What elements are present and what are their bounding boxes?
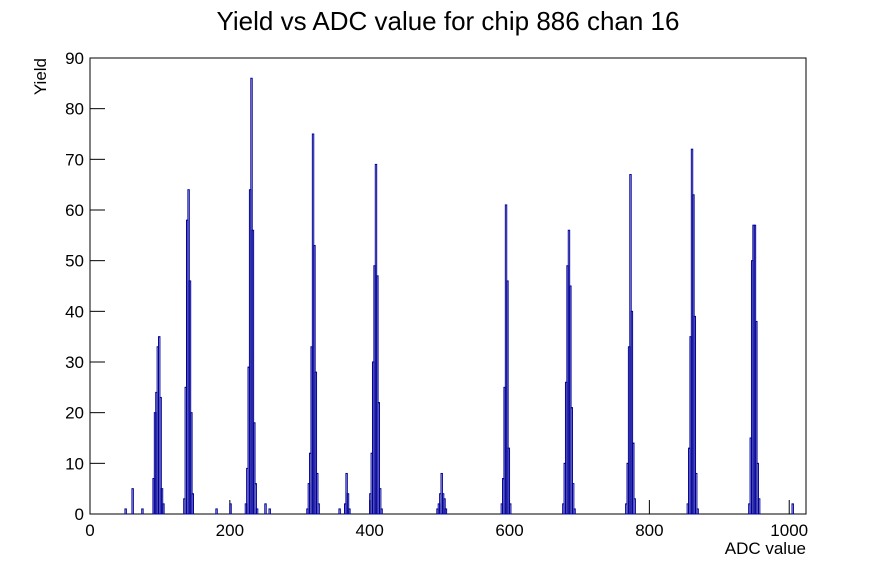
x-tick-label: 600: [495, 521, 523, 540]
histogram-bin: [188, 280, 192, 515]
histogram-bin: [377, 402, 380, 515]
histogram-bin: [696, 508, 699, 515]
histogram-bin: [253, 422, 256, 515]
histogram-bin: [314, 371, 318, 515]
y-tick-label: 0: [75, 505, 84, 524]
histogram-bin: [632, 442, 635, 515]
histogram-bin: [630, 310, 634, 515]
histogram-bin: [141, 508, 144, 515]
histogram-bin: [755, 320, 758, 515]
histogram-bin: [162, 503, 165, 515]
y-tick-label: 30: [65, 353, 84, 372]
y-tick-label: 60: [65, 201, 84, 220]
x-tick-label: 800: [635, 521, 663, 540]
histogram-bin: [124, 508, 127, 515]
histogram-bin: [255, 508, 259, 515]
histogram-bin: [215, 508, 218, 515]
histogram-bin: [570, 407, 573, 515]
histogram-bin: [573, 508, 576, 515]
chart-title: Yield vs ADC value for chip 886 chan 16: [217, 6, 680, 36]
histogram-bin: [338, 508, 341, 515]
histogram-bin: [571, 483, 575, 515]
histogram-bin: [254, 483, 257, 515]
histogram-bin: [191, 493, 194, 515]
histogram-bin: [160, 488, 164, 515]
x-tick-label: 200: [216, 521, 244, 540]
histogram-bin: [190, 412, 193, 515]
histogram-bin: [507, 447, 511, 515]
histogram-bin: [695, 472, 698, 515]
x-tick-label: 400: [356, 521, 384, 540]
histogram-bin: [316, 472, 319, 515]
histogram-bin: [757, 498, 761, 515]
histogram-bin: [268, 508, 271, 515]
histogram-bin: [506, 280, 509, 515]
histogram-bin: [756, 462, 759, 515]
plot-frame: [89, 57, 807, 515]
y-tick-label: 50: [65, 252, 84, 271]
histogram-bin: [693, 315, 697, 515]
histogram-bin: [443, 498, 446, 515]
histogram-bin: [378, 488, 382, 515]
histogram-bin: [791, 503, 794, 515]
histogram-bin: [251, 229, 255, 515]
histogram-bin: [509, 503, 512, 515]
histogram-bin: [569, 285, 572, 515]
y-tick-label: 80: [65, 100, 84, 119]
histogram-bin: [633, 498, 636, 515]
y-tick-label: 10: [65, 454, 84, 473]
histogram-bin: [317, 503, 320, 515]
y-tick-label: 90: [65, 49, 84, 68]
y-tick-label: 70: [65, 150, 84, 169]
histogram-bin: [444, 508, 448, 515]
histogram-bin: [131, 488, 134, 515]
y-axis-label: Yield: [31, 58, 50, 95]
y-tick-label: 40: [65, 302, 84, 321]
histogram-bin: [380, 508, 383, 515]
histogram-bin: [264, 503, 267, 515]
histogram-bin: [376, 275, 379, 515]
histogram-bin: [229, 503, 232, 515]
y-tick-label: 20: [65, 404, 84, 423]
histogram-bin: [348, 508, 351, 515]
x-tick-label: 0: [85, 521, 94, 540]
histogram-bin: [159, 396, 162, 515]
x-tick-label: 1000: [770, 521, 808, 540]
x-axis-label: ADC value: [725, 539, 806, 558]
histogram-bin: [346, 493, 350, 515]
